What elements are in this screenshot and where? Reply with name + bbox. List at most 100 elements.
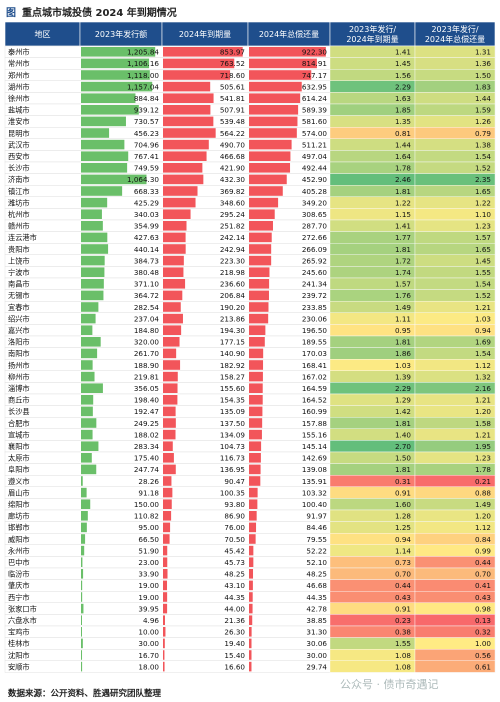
value-label: 10.00 [138,628,159,637]
ratio-label: 0.70 [475,570,491,579]
issuance-bar [81,395,94,405]
city-name: 沈阳市 [8,651,30,660]
maturity-bar [163,534,170,544]
maturity-bar [163,337,180,347]
maturity-bar [163,511,172,521]
issuance-bar [81,325,93,335]
value-label: 1,205.84 [127,48,159,57]
ratio-label: 0.56 [475,651,491,660]
value-label: 814.91 [302,59,327,68]
issuance-bar [81,209,102,219]
city-name: 阜阳市 [8,465,30,474]
value-label: 44.35 [224,593,245,602]
ratio-label: 1.77 [395,233,411,242]
value-label: 52.22 [306,546,327,555]
value-label: 155.16 [302,430,328,439]
ratio-label: 1.38 [475,140,491,149]
value-label: 505.61 [220,82,245,91]
ratio-label: 2.29 [395,384,411,393]
value-label: 564.22 [220,129,245,138]
value-label: 266.09 [302,245,328,254]
ratio-label: 1.03 [395,361,411,370]
value-label: 168.41 [302,361,327,370]
issuance-bar [81,615,82,625]
ratio-label: 1.54 [475,349,491,358]
city-name: 镇江市 [8,187,30,196]
issuance-bar [81,139,125,150]
maturity-bar [163,348,177,359]
ratio-label: 1.95 [475,442,491,451]
maturity-bar [163,139,209,150]
value-label: 247.74 [134,465,160,474]
issuance-bar [81,545,85,556]
value-label: 219.81 [134,372,159,381]
maturity-bar [163,128,216,138]
ratio-label: 1.20 [475,407,491,416]
value-label: 190.20 [220,303,246,312]
value-label: 188.90 [134,361,160,370]
value-label: 21.36 [224,616,245,625]
value-label: 884.84 [134,94,160,103]
ratio-label: 1.49 [475,500,491,509]
issuance-bar [81,650,83,660]
maturity-bar [163,163,203,173]
value-label: 213.86 [220,314,246,323]
repayment-bar [249,47,326,57]
city-name: 巴中市 [8,558,30,567]
maturity-bar [163,661,165,672]
value-label: 632.95 [302,82,327,91]
maturity-bar [163,267,184,277]
value-label: 145.14 [302,442,328,451]
value-label: 668.33 [134,187,159,196]
value-label: 427.63 [134,233,159,242]
value-label: 43.10 [224,581,245,590]
value-label: 922.30 [302,48,328,57]
city-name: 徐州市 [8,94,30,103]
city-name: 武汉市 [8,140,30,149]
ratio-label: 2.16 [475,384,491,393]
ratio-label: 0.70 [395,570,411,579]
repayment-bar [249,267,270,277]
value-label: 730.57 [134,117,159,126]
value-label: 23.00 [138,558,159,567]
ratio-label: 0.32 [475,628,491,637]
ratio-label: 2.70 [395,442,411,451]
repayment-bar [249,302,269,312]
value-label: 371.10 [134,280,160,289]
ratio-label: 1.39 [395,372,411,381]
maturity-bar [163,93,214,103]
city-name: 长沙县 [8,407,30,416]
value-label: 308.65 [302,210,327,219]
issuance-bar [81,267,105,277]
value-label: 272.66 [302,233,328,242]
value-label: 135.91 [302,477,327,486]
value-label: 287.70 [302,222,328,231]
value-label: 242.14 [220,233,246,242]
ratio-label: 1.81 [395,338,411,347]
ratio-label: 1.64 [395,152,411,161]
value-label: 356.05 [134,384,159,393]
value-label: 95.00 [138,523,159,532]
city-name: 潍坊市 [8,198,30,207]
ratio-label: 1.55 [475,268,491,277]
ratio-label: 1.60 [395,500,411,509]
ratio-label: 0.23 [395,616,411,625]
ratio-label: 0.13 [475,616,491,625]
value-label: 137.50 [220,419,246,428]
city-name: 盐城市 [8,106,30,115]
ratio-label: 1.03 [475,314,491,323]
value-label: 164.52 [302,396,327,405]
ratio-label: 1.08 [395,662,411,671]
repayment-bar [249,638,252,649]
value-label: 16.70 [138,651,159,660]
ratio-label: 1.35 [395,117,411,126]
value-label: 4.96 [143,616,159,625]
repayment-bar [249,592,253,602]
ratio-label: 1.76 [395,291,411,300]
value-label: 175.40 [134,454,160,463]
value-label: 1,064.30 [127,175,159,184]
maturity-bar [163,325,182,335]
ratio-label: 2.46 [395,175,411,184]
city-name: 湖州市 [8,82,30,91]
issuance-bar [81,534,86,544]
